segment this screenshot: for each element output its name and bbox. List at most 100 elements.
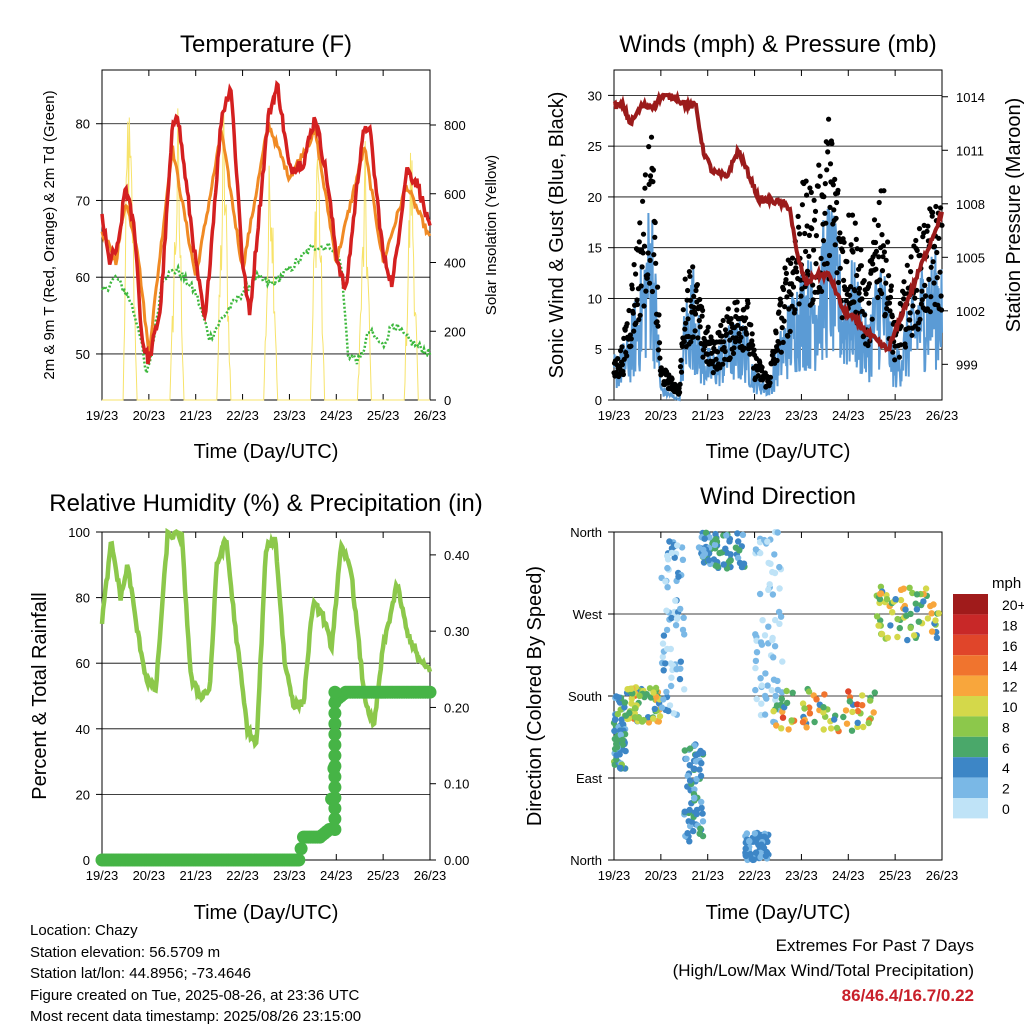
legend-label: 10	[1002, 699, 1018, 715]
gust-point	[881, 249, 888, 255]
gust-point	[641, 243, 648, 249]
precip-point	[328, 801, 342, 815]
humidity-left-ytick-label: 80	[76, 591, 90, 606]
direction-point	[889, 609, 896, 616]
gust-point	[645, 250, 651, 256]
direction-point	[673, 615, 681, 622]
humidity-ylabel-left: Percent & Total Rainfall	[29, 592, 51, 800]
gust-point	[687, 297, 694, 303]
gust-point	[744, 331, 750, 337]
direction-point	[631, 714, 639, 721]
direction-left-ytick-label: North	[570, 525, 602, 540]
gust-point	[774, 347, 781, 353]
temperature-right-ytick-label: 200	[444, 324, 466, 339]
gust-point	[841, 239, 847, 245]
gust-point	[908, 254, 914, 260]
legend-label: 18	[1002, 617, 1018, 633]
direction-point	[783, 699, 791, 707]
direction-point	[756, 590, 764, 598]
direction-point	[907, 624, 914, 631]
gust-point	[853, 236, 859, 242]
direction-point	[821, 691, 828, 698]
gust-point	[647, 257, 653, 263]
direction-point	[615, 694, 622, 701]
elevation-text: Station elevation: 56.5709 m	[30, 943, 221, 961]
gust-point	[885, 239, 891, 245]
direction-point	[752, 664, 759, 672]
gust-point	[922, 282, 928, 288]
gust-point	[848, 242, 854, 248]
extremes-title: Extremes For Past 7 Days	[775, 936, 974, 955]
humidity-xtick-label: 19/23	[86, 868, 119, 883]
direction-point	[854, 719, 861, 726]
gust-point	[658, 365, 664, 371]
gust-point	[717, 365, 723, 371]
direction-point	[699, 552, 707, 560]
winds-right-ytick-label: 1002	[956, 304, 985, 319]
direction-panel: Wind Direction Direction (Colored By Spe…	[524, 483, 1024, 924]
direction-point	[854, 707, 862, 715]
gust-point	[678, 369, 685, 375]
direction-point	[739, 531, 747, 538]
relative-humidity-line	[99, 527, 433, 750]
gust-point	[916, 226, 923, 232]
gust-point	[687, 273, 693, 279]
gust-point	[727, 355, 733, 361]
gust-point	[913, 237, 919, 244]
gust-point	[812, 208, 819, 214]
direction-point	[762, 670, 769, 677]
gust-point	[636, 317, 642, 323]
direction-point	[711, 541, 719, 548]
gust-point	[866, 300, 872, 306]
gust-point	[615, 356, 621, 362]
direction-point	[696, 766, 703, 773]
gust-point	[734, 299, 740, 305]
gust-point	[647, 280, 653, 286]
legend-label: 4	[1002, 760, 1010, 776]
gust-point	[841, 277, 847, 283]
direction-point	[691, 794, 698, 801]
direction-point	[870, 709, 877, 716]
direction-point	[928, 628, 936, 635]
legend-swatch	[953, 594, 988, 615]
gust-point	[782, 265, 788, 271]
direction-point	[664, 584, 671, 591]
direction-point	[932, 617, 939, 624]
gust-point	[787, 328, 793, 334]
gust-point	[637, 312, 643, 318]
direction-point	[752, 686, 759, 694]
gust-point	[880, 243, 887, 249]
gust-point	[919, 297, 925, 303]
gust-point	[806, 232, 813, 238]
direction-point	[766, 581, 773, 588]
gust-point	[873, 248, 880, 254]
direction-point	[801, 705, 808, 712]
direction-point	[651, 705, 658, 713]
gust-point	[854, 272, 860, 279]
direction-point	[783, 687, 790, 695]
direction-point	[613, 752, 620, 759]
direction-point	[628, 695, 635, 702]
direction-point	[779, 658, 786, 665]
direction-point	[613, 744, 621, 751]
direction-point	[913, 591, 921, 598]
legend-swatch	[953, 757, 988, 778]
direction-point	[878, 630, 886, 638]
temperature-left-ytick-label: 80	[76, 117, 90, 132]
direction-point	[697, 825, 704, 832]
gust-point	[620, 371, 627, 378]
temperature-left-ytick-label: 70	[76, 193, 90, 208]
direction-point	[752, 657, 760, 665]
direction-point	[698, 760, 705, 767]
gust-point	[883, 257, 889, 263]
gust-point	[634, 297, 640, 303]
gust-point	[851, 299, 857, 305]
temperature-xtick-label: 24/23	[320, 408, 353, 423]
gust-point	[827, 161, 834, 167]
gust-point	[640, 250, 646, 256]
direction-point	[667, 682, 675, 690]
gust-point	[732, 339, 739, 345]
gust-point	[686, 269, 693, 275]
direction-point	[700, 546, 707, 553]
gust-point	[917, 252, 924, 258]
